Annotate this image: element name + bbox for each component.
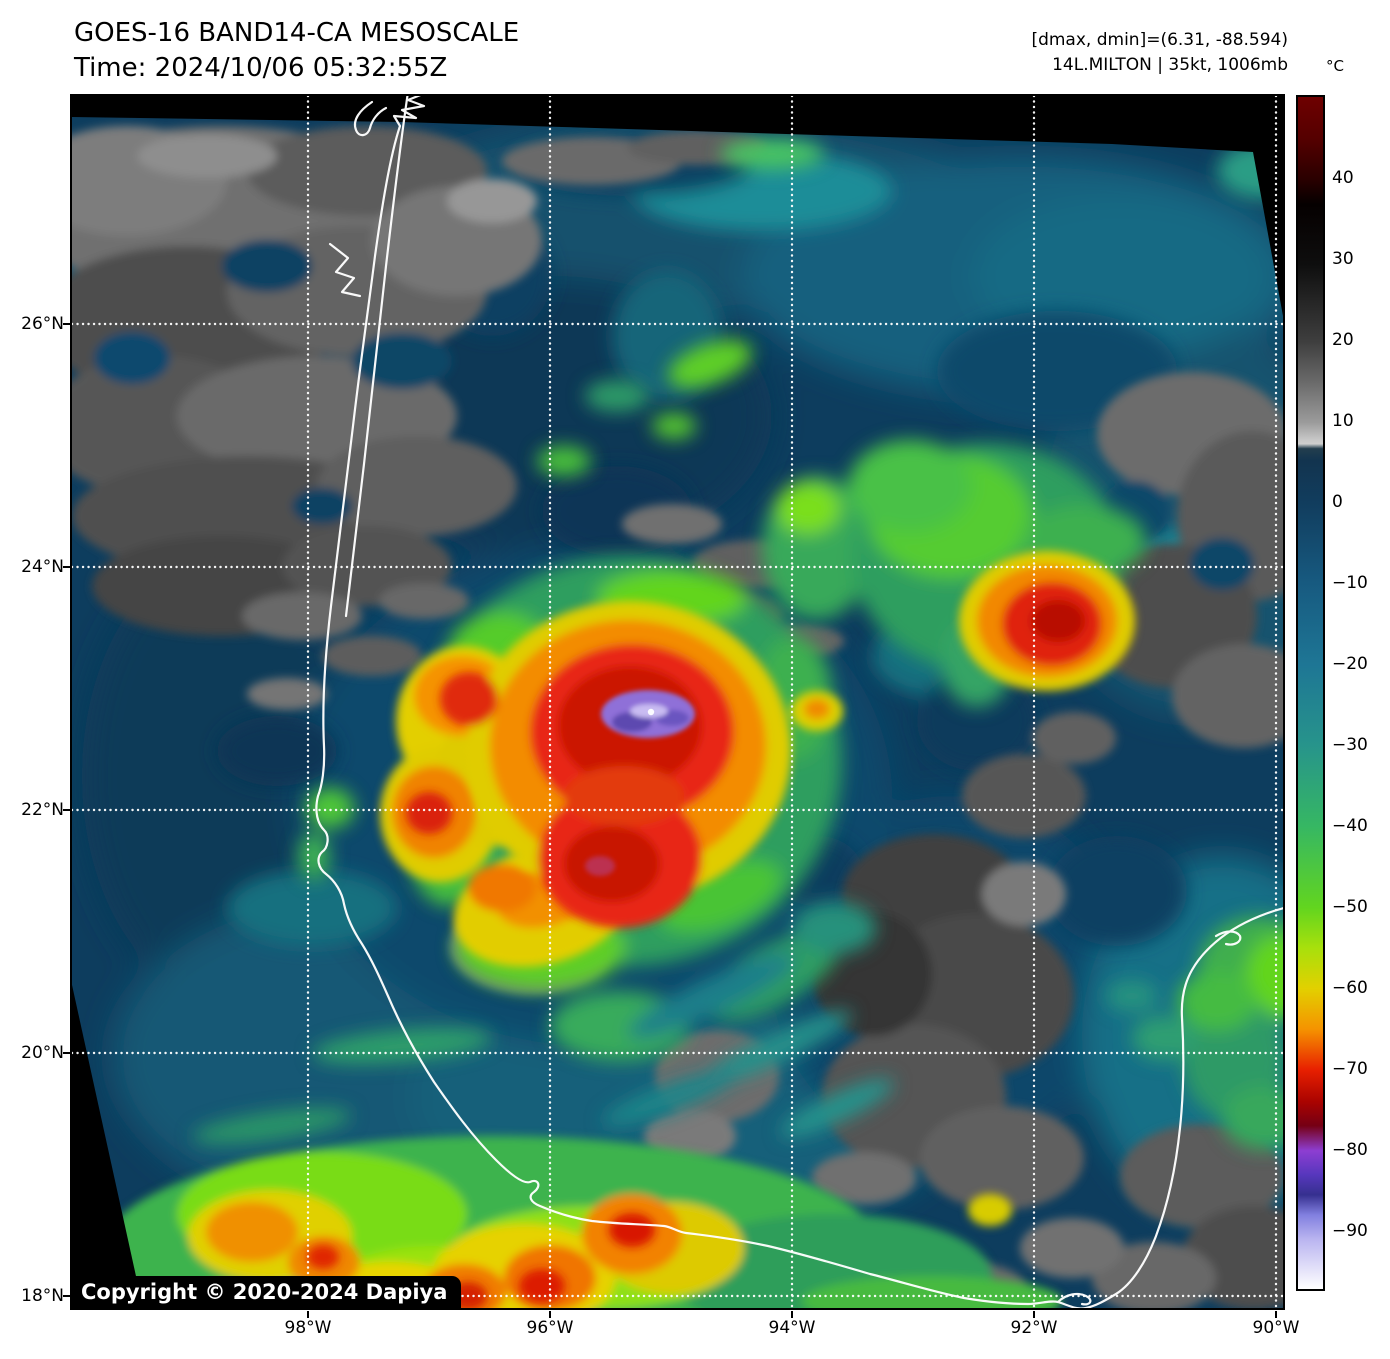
- coastline: [315, 96, 1283, 1308]
- map-area: Copyright © 2020-2024 Dapiya: [70, 94, 1285, 1310]
- lon-label: 90°W: [1252, 1318, 1300, 1338]
- storm-info-readout: 14L.MILTON | 35kt, 1006mb: [1052, 55, 1288, 75]
- lat-label: 20°N: [21, 1043, 64, 1063]
- colorbar-tick-label: −70: [1332, 1059, 1368, 1079]
- dmax-dmin-readout: [dmax, dmin]=(6.31, -88.594): [1031, 30, 1288, 50]
- lon-tick-mark: [549, 1311, 551, 1318]
- colorbar-tick-label: −20: [1332, 654, 1368, 674]
- hurricane-eye-coldtops: [585, 690, 695, 876]
- copyright-badge: Copyright © 2020-2024 Dapiya: [72, 1276, 462, 1308]
- colorbar-tick-label: −10: [1332, 573, 1368, 593]
- colorbar-tick-label: −50: [1332, 897, 1368, 917]
- lon-tick-mark: [791, 1311, 793, 1318]
- colorbar-tick-label: −80: [1332, 1140, 1368, 1160]
- lon-tick-mark: [1275, 1311, 1277, 1318]
- colorbar-tick-label: −90: [1332, 1221, 1368, 1241]
- lon-label: 98°W: [284, 1318, 332, 1338]
- lon-label: 92°W: [1010, 1318, 1058, 1338]
- colorbar-tick-label: 20: [1332, 330, 1354, 350]
- graticule-gridlines: [72, 96, 1283, 1308]
- colorbar-tick-label: 10: [1332, 411, 1354, 431]
- lat-tick-mark: [63, 809, 70, 811]
- lat-label: 22°N: [21, 800, 64, 820]
- scan-edge-mask: [72, 96, 1283, 1308]
- lat-tick-mark: [63, 1052, 70, 1054]
- page-title: GOES-16 BAND14-CA MESOSCALE: [74, 18, 520, 48]
- lat-tick-mark: [63, 1295, 70, 1297]
- colorbar: [1296, 95, 1325, 1291]
- lat-label: 18°N: [21, 1286, 64, 1306]
- annotation-block: [dmax, dmin]=(6.31, -88.594) 14L.MILTON …: [1031, 28, 1288, 78]
- lon-tick-mark: [1033, 1311, 1035, 1318]
- lon-label: 96°W: [526, 1318, 574, 1338]
- colorbar-tick-label: 0: [1332, 492, 1343, 512]
- hurricane-eye-dot: [647, 708, 655, 716]
- timestamp: Time: 2024/10/06 05:32:55Z: [74, 53, 448, 83]
- lat-label: 24°N: [21, 557, 64, 577]
- title-block: GOES-16 BAND14-CA MESOSCALE Time: 2024/1…: [74, 16, 519, 86]
- lon-label: 94°W: [768, 1318, 816, 1338]
- colorbar-tick-label: −40: [1332, 816, 1368, 836]
- colorbar-tick-label: 30: [1332, 249, 1354, 269]
- colorbar-tick-label: −30: [1332, 735, 1368, 755]
- colorbar-unit-label: °C: [1326, 57, 1344, 75]
- colorbar-tick-label: 40: [1332, 168, 1354, 188]
- lon-tick-mark: [307, 1311, 309, 1318]
- colorbar-tick-label: −60: [1332, 978, 1368, 998]
- satellite-imagery: [72, 96, 1283, 1308]
- lat-label: 26°N: [21, 314, 64, 334]
- lat-tick-mark: [63, 566, 70, 568]
- lat-tick-mark: [63, 323, 70, 325]
